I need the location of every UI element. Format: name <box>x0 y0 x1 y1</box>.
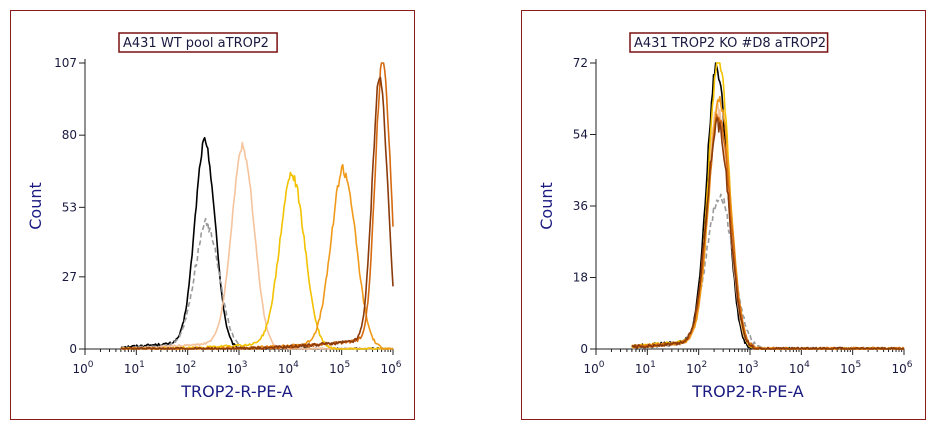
y-tick-label: 27 <box>62 270 77 284</box>
series-line <box>120 136 393 350</box>
series-line <box>631 62 904 350</box>
series-line <box>631 95 905 350</box>
x-tick-label: 104 <box>789 360 810 376</box>
y-tick-label: 18 <box>573 271 588 285</box>
y-tick-label: 54 <box>573 128 588 142</box>
series-line <box>631 102 905 350</box>
y-axis-label: Count <box>26 182 45 230</box>
x-tick-label: 102 <box>686 360 707 376</box>
chart-title: A431 TROP2 KO #D8 aTROP2 <box>634 36 826 51</box>
x-tick-label: 100 <box>72 360 93 376</box>
histogram-panel-ko: A431 TROP2 KO #D8 aTROP2 0 18 36 54 72 100 101 1… <box>521 10 926 420</box>
x-tick-label: 104 <box>278 360 299 376</box>
series-line <box>631 117 905 350</box>
y-tick-label: 53 <box>62 200 77 214</box>
histogram-wt: A431 WT pool aTROP2 0 27 53 80 107 100 101 102 10… <box>26 32 402 401</box>
y-tick-label: 0 <box>580 342 588 356</box>
y-axis-label: Count <box>537 182 556 230</box>
title-box <box>118 32 278 53</box>
series-line <box>631 62 905 350</box>
x-tick-label: 101 <box>124 360 145 376</box>
series-line <box>631 193 905 350</box>
y-tick-label: 80 <box>62 128 77 142</box>
y-tick-label: 107 <box>54 56 77 70</box>
x-tick-label: 105 <box>329 360 350 376</box>
series-line <box>631 113 905 350</box>
y-tick-label: 72 <box>573 56 588 70</box>
histogram-ko: A431 TROP2 KO #D8 aTROP2 0 18 36 54 72 100 101 1… <box>537 32 913 401</box>
x-axis-label: TROP2-R-PE-A <box>691 382 804 401</box>
series-line <box>120 141 394 350</box>
chart-title: A431 WT pool aTROP2 <box>123 36 269 51</box>
x-axis-label: TROP2-R-PE-A <box>180 382 293 401</box>
title-box <box>629 32 829 53</box>
x-tick-label: 103 <box>737 360 758 376</box>
x-tick-label: 105 <box>840 360 861 376</box>
x-tick-label: 103 <box>226 360 247 376</box>
x-tick-label: 101 <box>635 360 656 376</box>
x-tick-label: 106 <box>380 360 401 376</box>
x-tick-label: 100 <box>583 360 604 376</box>
histogram-panel-wt: A431 WT pool aTROP2 0 27 53 80 107 100 101 102 10… <box>10 10 415 420</box>
y-tick-label: 36 <box>573 199 588 213</box>
x-tick-label: 102 <box>175 360 196 376</box>
series-line <box>120 217 394 350</box>
y-tick-label: 0 <box>69 342 77 356</box>
series-line <box>120 76 394 350</box>
x-tick-label: 106 <box>891 360 912 376</box>
